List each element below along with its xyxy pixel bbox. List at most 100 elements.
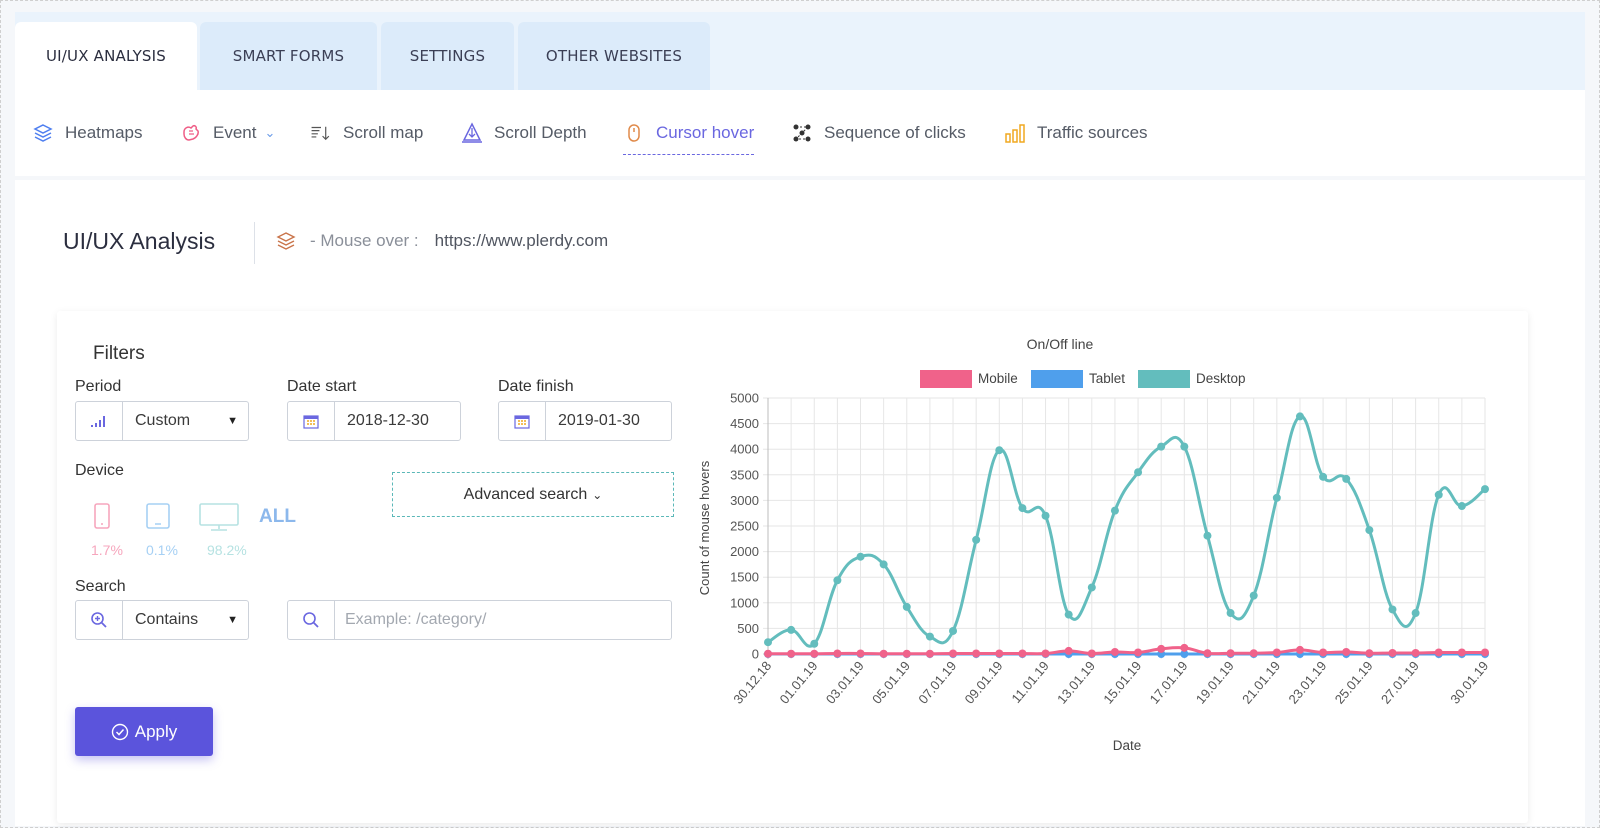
chart-legend: Mobile Tablet Desktop	[920, 370, 1246, 388]
tablet-icon	[146, 503, 170, 529]
data-point-desktop	[1249, 591, 1258, 600]
tab-label: OTHER WEBSITES	[545, 47, 683, 65]
page-title: UI/UX Analysis	[63, 228, 216, 254]
data-point-mobile	[764, 649, 772, 658]
data-point-mobile	[1018, 649, 1027, 658]
y-axis-label: Count of mouse hovers	[697, 460, 712, 595]
advanced-search-button[interactable]: Advanced search ⌄	[392, 472, 674, 517]
subnav-label: Traffic sources	[1037, 123, 1148, 142]
y-tick-label: 3000	[730, 493, 759, 508]
period-select[interactable]: Custom ▼	[75, 401, 249, 441]
data-point-mobile	[1295, 645, 1304, 654]
x-tick-label: 21.01.19	[1239, 658, 1283, 706]
mouse-over-info: - Mouse over : https://www.plerdy.com	[276, 231, 608, 251]
x-axis-label: Date	[1113, 738, 1142, 753]
subnav-traffic-sources[interactable]: Traffic sources	[1004, 118, 1148, 148]
date-start-label: Date start	[287, 378, 357, 395]
data-point-mobile	[902, 649, 911, 658]
subnav-cursor-hover[interactable]: Cursor hover	[623, 118, 755, 155]
x-tick-label: 30.01.19	[1447, 658, 1491, 706]
legend-swatch-mobile	[920, 370, 972, 388]
subnav-scroll-map[interactable]: Scroll map	[310, 118, 423, 148]
scroll-map-icon	[310, 122, 332, 144]
tab-smart-forms[interactable]: SMART FORMS	[200, 22, 377, 90]
search-input[interactable]	[335, 610, 647, 630]
calendar-icon	[288, 402, 335, 440]
data-point-mobile	[810, 649, 819, 658]
data-point-mobile	[1411, 648, 1420, 657]
data-point-desktop	[787, 625, 796, 634]
data-point-mobile	[972, 649, 981, 658]
x-tick-label: 27.01.19	[1378, 658, 1422, 706]
tab-settings[interactable]: SETTINGS	[381, 22, 514, 90]
data-point-desktop	[1434, 490, 1443, 499]
device-desktop-percent: 98.2%	[207, 542, 247, 558]
y-axis-ticks: 0 500 1000 1500 2000 2500 3000 3500 4000 4500 5000	[730, 391, 759, 662]
data-point-desktop	[764, 638, 772, 647]
legend-swatch-desktop	[1138, 370, 1190, 388]
data-point-mobile	[1388, 648, 1397, 657]
desktop-icon	[199, 503, 239, 531]
tab-ui-ux-analysis[interactable]: UI/UX ANALYSIS	[15, 22, 197, 90]
chevron-down-icon: ⌄	[264, 125, 276, 140]
signal-icon	[76, 402, 123, 440]
title-divider	[254, 222, 255, 264]
x-tick-label: 30.12.18	[730, 658, 774, 706]
data-point-mobile	[1087, 649, 1096, 658]
zoom-in-icon	[76, 601, 123, 639]
apply-button[interactable]: Apply	[75, 707, 213, 756]
x-tick-label: 03.01.19	[823, 658, 867, 706]
subnav-label: Event	[213, 123, 257, 142]
subnav-label: Sequence of clicks	[824, 123, 966, 142]
data-point-mobile	[787, 649, 796, 658]
data-point-mobile	[1203, 649, 1212, 658]
sequence-icon	[791, 122, 813, 144]
device-tablet-button[interactable]	[145, 502, 171, 535]
series-line-desktop	[767, 414, 1486, 648]
data-point-desktop	[949, 626, 958, 635]
tab-other-websites[interactable]: OTHER WEBSITES	[518, 22, 710, 90]
search-mode-select[interactable]: Contains ▼	[75, 600, 249, 640]
advanced-search-label: Advanced search	[463, 485, 588, 503]
date-start-field[interactable]: 2018-12-30	[287, 401, 461, 441]
tab-label: SETTINGS	[409, 47, 486, 65]
data-point-desktop	[1411, 609, 1420, 618]
subnav-event[interactable]: Event ⌄	[180, 118, 275, 148]
subnav-scroll-depth[interactable]: Scroll Depth	[461, 118, 587, 148]
period-label: Period	[75, 378, 122, 395]
apply-label: Apply	[134, 721, 178, 741]
search-mode-value: Contains	[135, 611, 199, 628]
calendar-icon	[499, 402, 546, 440]
chart-title: On/Off line	[1027, 336, 1094, 352]
date-finish-field[interactable]: 2019-01-30	[498, 401, 672, 441]
device-all-button[interactable]: ALL	[259, 506, 296, 527]
check-circle-icon	[111, 723, 129, 741]
y-tick-label: 2000	[730, 544, 759, 559]
legend-label-desktop: Desktop	[1196, 371, 1246, 386]
data-point-desktop	[1226, 609, 1235, 618]
search-label: Search	[75, 578, 126, 595]
x-tick-label: 15.01.19	[1100, 658, 1144, 706]
data-point-mobile	[879, 649, 888, 658]
date-finish-label: Date finish	[498, 378, 574, 395]
period-value: Custom	[135, 412, 191, 429]
data-point-desktop	[1064, 610, 1073, 619]
device-mobile-button[interactable]	[92, 502, 112, 535]
chart-series	[764, 412, 1489, 658]
subnav-heatmaps[interactable]: Heatmaps	[32, 118, 142, 148]
tab-label: UI/UX ANALYSIS	[45, 47, 167, 65]
data-point-desktop	[1087, 583, 1096, 592]
mouse-over-label: - Mouse over :	[310, 231, 419, 250]
subnav-sequence-of-clicks[interactable]: Sequence of clicks	[791, 118, 966, 148]
data-point-mobile	[1342, 647, 1351, 656]
subnav-label: Scroll Depth	[494, 123, 587, 142]
data-point-desktop	[833, 576, 842, 585]
device-desktop-button[interactable]	[198, 502, 240, 537]
data-point-mobile	[1110, 647, 1119, 656]
data-point-desktop	[1388, 605, 1397, 614]
filters-card	[57, 311, 1528, 823]
search-field[interactable]	[287, 600, 672, 640]
x-tick-label: 01.01.19	[777, 658, 821, 706]
y-tick-label: 1000	[730, 595, 759, 610]
data-point-mobile	[1249, 649, 1258, 658]
